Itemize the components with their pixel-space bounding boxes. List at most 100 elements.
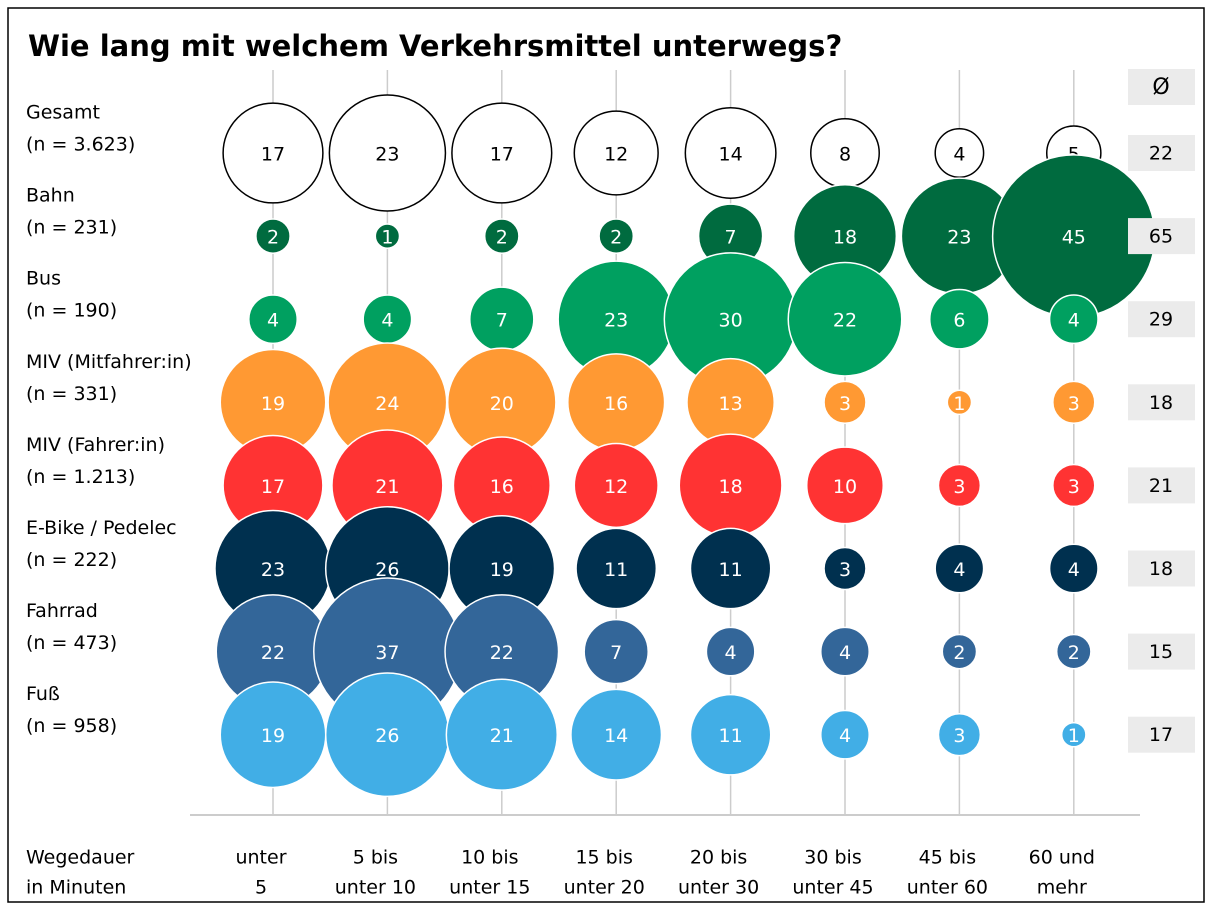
average-box bbox=[1128, 135, 1195, 171]
average-header: Ø bbox=[1152, 75, 1169, 100]
data-label: 21 bbox=[490, 725, 514, 747]
row-label: (n = 190) bbox=[26, 300, 117, 322]
bubble bbox=[805, 446, 885, 525]
data-label: 1 bbox=[381, 227, 393, 249]
data-label: 30 bbox=[719, 310, 743, 332]
data-label: 4 bbox=[1068, 559, 1080, 581]
x-tick-label: mehr bbox=[1037, 877, 1087, 899]
x-axis-label: Wegedauer bbox=[26, 847, 135, 869]
data-label: 3 bbox=[953, 725, 965, 747]
row-label: (n = 3.623) bbox=[26, 134, 135, 156]
bubble bbox=[934, 543, 985, 594]
data-label: 4 bbox=[839, 642, 851, 664]
data-label: 3 bbox=[839, 393, 851, 415]
bubble bbox=[1048, 543, 1099, 594]
data-label: 22 bbox=[490, 642, 514, 664]
bubble bbox=[573, 110, 659, 196]
average-label: 21 bbox=[1149, 475, 1173, 497]
average-label: 15 bbox=[1149, 641, 1173, 663]
row-label: Fuß bbox=[26, 683, 60, 705]
bubble bbox=[451, 102, 553, 204]
chart-title: Wie lang mit welchem Verkehrsmittel unte… bbox=[28, 29, 842, 63]
bubble bbox=[823, 380, 867, 425]
x-tick-label: 30 bis bbox=[804, 847, 861, 869]
data-label: 19 bbox=[261, 725, 285, 747]
bubble bbox=[820, 709, 870, 760]
data-label: 37 bbox=[375, 642, 399, 664]
bubble bbox=[248, 294, 298, 345]
data-label: 26 bbox=[375, 725, 399, 747]
bubble bbox=[445, 678, 558, 791]
data-label: 19 bbox=[490, 559, 514, 581]
data-label: 23 bbox=[375, 144, 399, 166]
bubble bbox=[684, 106, 777, 200]
row-label: E-Bike / Pedelec bbox=[26, 517, 177, 539]
data-label: 6 bbox=[953, 310, 965, 332]
bubble bbox=[823, 546, 867, 591]
x-tick-label: 20 bis bbox=[690, 847, 747, 869]
average-header-box bbox=[1128, 69, 1195, 105]
bubble bbox=[1055, 633, 1092, 670]
x-tick-label: 5 bis bbox=[353, 847, 398, 869]
data-label: 4 bbox=[267, 310, 279, 332]
average-box bbox=[1128, 550, 1195, 587]
row-label: (n = 1.213) bbox=[26, 466, 135, 488]
bubble bbox=[689, 527, 772, 610]
bubble bbox=[583, 618, 649, 685]
bubble bbox=[598, 218, 635, 254]
bubble bbox=[570, 688, 663, 781]
bubble bbox=[787, 261, 903, 377]
data-label: 17 bbox=[490, 144, 514, 166]
data-label: 22 bbox=[261, 642, 285, 664]
row-label: Gesamt bbox=[26, 102, 100, 124]
bubble bbox=[1052, 380, 1096, 425]
data-label: 13 bbox=[719, 393, 743, 415]
row-label: (n = 231) bbox=[26, 217, 117, 239]
data-label: 23 bbox=[604, 310, 628, 332]
data-label: 7 bbox=[496, 310, 508, 332]
row-label: (n = 331) bbox=[26, 383, 117, 405]
x-tick-label: 5 bbox=[255, 877, 267, 899]
average-box bbox=[1128, 384, 1195, 421]
data-label: 4 bbox=[839, 725, 851, 747]
data-label: 1 bbox=[1068, 725, 1080, 747]
data-label: 3 bbox=[953, 476, 965, 498]
data-label: 12 bbox=[604, 144, 628, 166]
data-label: 11 bbox=[719, 559, 743, 581]
bubble bbox=[1052, 463, 1096, 508]
bubble bbox=[328, 94, 447, 212]
row-label: (n = 958) bbox=[26, 715, 117, 737]
data-label: 18 bbox=[833, 227, 857, 249]
data-label: 17 bbox=[261, 476, 285, 498]
row-label: (n = 473) bbox=[26, 632, 117, 654]
data-label: 18 bbox=[719, 476, 743, 498]
bubble bbox=[820, 626, 870, 677]
x-tick-label: unter 30 bbox=[678, 877, 759, 899]
data-label: 45 bbox=[1062, 227, 1086, 249]
row-label: MIV (Fahrer:in) bbox=[26, 434, 165, 456]
data-label: 3 bbox=[839, 559, 851, 581]
data-label: 4 bbox=[725, 642, 737, 664]
bubble bbox=[705, 626, 756, 677]
data-label: 2 bbox=[496, 227, 508, 249]
data-label: 2 bbox=[267, 227, 279, 249]
bubble bbox=[573, 442, 659, 529]
data-label: 23 bbox=[261, 559, 285, 581]
average-label: 29 bbox=[1149, 309, 1173, 331]
average-label: 18 bbox=[1149, 392, 1173, 414]
data-label: 3 bbox=[1068, 476, 1080, 498]
data-label: 23 bbox=[947, 227, 971, 249]
average-label: 18 bbox=[1149, 558, 1173, 580]
average-box bbox=[1128, 218, 1195, 255]
bubble bbox=[575, 527, 658, 610]
average-box bbox=[1128, 467, 1195, 504]
bubble bbox=[483, 218, 520, 254]
bubble bbox=[934, 128, 985, 178]
average-label: 22 bbox=[1149, 143, 1173, 165]
data-label: 17 bbox=[261, 144, 285, 166]
average-box bbox=[1128, 716, 1195, 753]
data-label: 12 bbox=[604, 476, 628, 498]
data-label: 1 bbox=[953, 393, 965, 415]
data-label: 7 bbox=[610, 642, 622, 664]
bubble bbox=[941, 633, 978, 670]
